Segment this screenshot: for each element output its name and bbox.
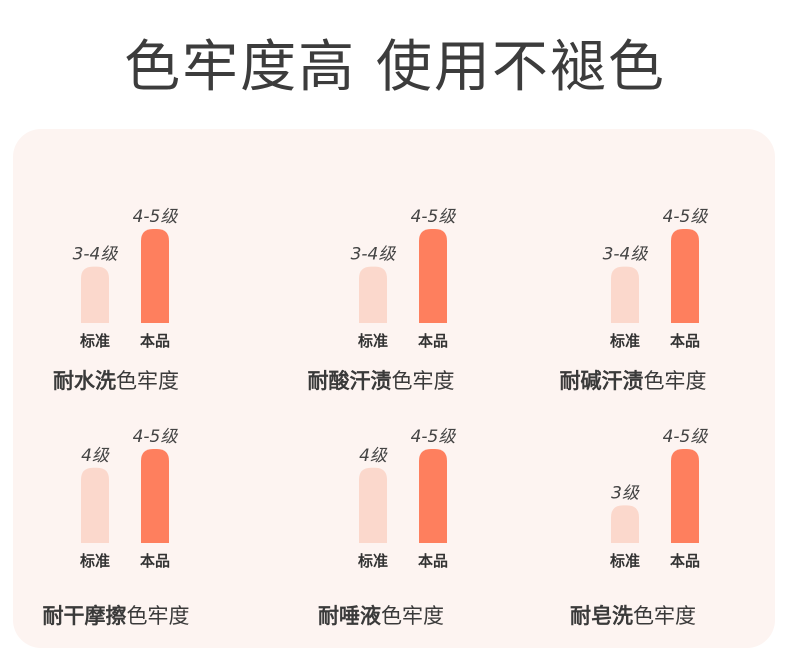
category-label: 标准 bbox=[79, 332, 110, 350]
caption-bold: 耐唾液 bbox=[318, 604, 381, 628]
bar-value-label: 4-5级 bbox=[411, 427, 457, 447]
fastness-chart: 4级标准 4-5级本品耐唾液色牢度 bbox=[271, 427, 491, 630]
chart-caption: 耐碱汗渍色牢度 bbox=[523, 365, 743, 395]
product-bar bbox=[141, 229, 169, 323]
category-label: 本品 bbox=[670, 552, 700, 570]
standard-bar bbox=[359, 266, 387, 323]
bar-value-label: 4级 bbox=[81, 446, 110, 466]
bar-value-label: 4-5级 bbox=[133, 207, 179, 227]
bar-value-label: 4-5级 bbox=[411, 207, 457, 227]
chart-caption: 耐酸汗渍色牢度 bbox=[271, 365, 491, 395]
chart-caption: 耐水洗色牢度 bbox=[0, 365, 213, 395]
bar-value-label: 3级 bbox=[611, 483, 640, 503]
chart-caption: 耐皂洗色牢度 bbox=[523, 600, 743, 630]
bar-value-label: 4-5级 bbox=[663, 207, 709, 227]
page-title: 色牢度高 使用不褪色 bbox=[124, 35, 666, 100]
caption-rest: 色牢度 bbox=[391, 369, 455, 393]
category-label: 本品 bbox=[418, 552, 448, 570]
category-label: 标准 bbox=[609, 552, 640, 570]
product-bar bbox=[141, 449, 169, 543]
category-label: 本品 bbox=[140, 332, 170, 350]
standard-bar bbox=[359, 467, 387, 543]
caption-bold: 耐干摩擦 bbox=[42, 604, 127, 628]
category-label: 标准 bbox=[357, 552, 388, 570]
bar-value-label: 4级 bbox=[359, 446, 388, 466]
content-panel: 3-4级 标准 4-5级 本品 耐水洗色牢度 3-4级 标准 4-5级 本品 耐酸汗渍色牢度 3-4… bbox=[13, 129, 775, 648]
category-label: 本品 bbox=[140, 552, 170, 570]
fastness-chart: 4级标准 4-5级本品耐干摩擦色牢度 bbox=[0, 427, 213, 630]
category-label: 标准 bbox=[79, 552, 110, 570]
caption-rest: 色牢度 bbox=[381, 604, 444, 628]
caption-rest: 色牢度 bbox=[116, 369, 179, 393]
bar-value-label: 4-5级 bbox=[133, 427, 179, 447]
category-label: 本品 bbox=[418, 332, 448, 350]
product-bar bbox=[419, 229, 447, 323]
caption-rest: 色牢度 bbox=[633, 604, 696, 628]
caption-bold: 耐水洗 bbox=[53, 369, 116, 393]
caption-rest: 色牢度 bbox=[643, 369, 707, 393]
bar-value-label: 3-4级 bbox=[73, 245, 119, 265]
bar-value-label: 3-4级 bbox=[603, 245, 649, 265]
category-label: 标准 bbox=[609, 332, 640, 350]
product-bar bbox=[419, 449, 447, 543]
caption-rest: 色牢度 bbox=[126, 604, 190, 628]
fastness-chart: 3-4级标准 4-5级本品耐水洗色牢度 bbox=[0, 207, 213, 407]
standard-bar bbox=[611, 505, 639, 543]
bar-value-label: 4-5级 bbox=[663, 427, 709, 447]
category-label: 本品 bbox=[670, 332, 700, 350]
product-bar bbox=[671, 229, 699, 323]
fastness-chart: 3-4级标准 4-5级本品耐酸汗渍色牢度 bbox=[271, 207, 491, 407]
standard-bar bbox=[81, 467, 109, 543]
chart-caption: 耐唾液色牢度 bbox=[271, 600, 491, 630]
product-bar bbox=[671, 449, 699, 543]
fastness-chart: 3-4级标准 4-5级本品耐碱汗渍色牢度 bbox=[523, 207, 743, 407]
fastness-chart: 3级标准 4-5级本品耐皂洗色牢度 bbox=[523, 427, 743, 630]
caption-bold: 耐碱汗渍 bbox=[559, 369, 644, 393]
standard-bar bbox=[81, 266, 109, 323]
category-label: 标准 bbox=[357, 332, 388, 350]
caption-bold: 耐皂洗 bbox=[570, 604, 633, 628]
caption-bold: 耐酸汗渍 bbox=[307, 369, 392, 393]
chart-caption: 耐干摩擦色牢度 bbox=[0, 600, 213, 630]
standard-bar bbox=[611, 266, 639, 323]
bar-value-label: 3-4级 bbox=[351, 245, 397, 265]
